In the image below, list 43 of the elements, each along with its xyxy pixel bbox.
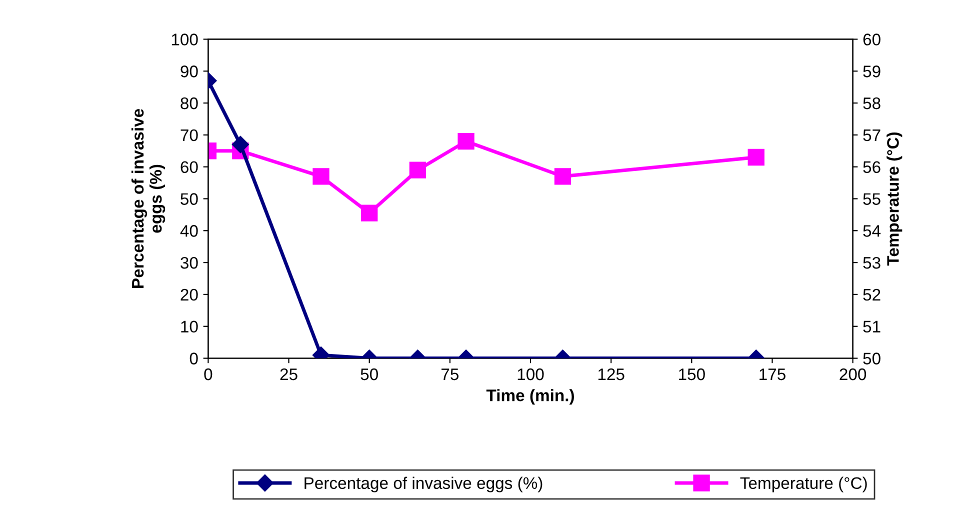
y2-tick-label: 57 <box>863 130 880 142</box>
y2-tick-label: 58 <box>863 97 880 110</box>
y-tick-label: 0 <box>190 352 198 364</box>
legend-label: Temperature (°C) <box>740 476 867 492</box>
y2-tick-label: 51 <box>863 320 880 333</box>
point <box>748 148 764 166</box>
y2-tick-label: 52 <box>863 288 880 301</box>
y-tick-label: 50 <box>180 193 198 205</box>
x-tick-label: 150 <box>679 368 705 380</box>
point <box>409 162 426 178</box>
x-axis-title: Time (min.) <box>486 389 574 405</box>
y-tick-label: 30 <box>180 256 198 269</box>
y-tick-label: 80 <box>180 97 198 110</box>
point <box>458 132 474 150</box>
y2-tick-label: 50 <box>863 352 880 364</box>
y2-tick-label: 59 <box>863 66 880 78</box>
y-tick-label: 10 <box>181 320 198 333</box>
y-tick-label: 40 <box>180 225 198 237</box>
y-tick-label: 60 <box>180 161 198 174</box>
x-tick-label: 100 <box>518 368 544 380</box>
x-tick-label: 50 <box>360 368 378 380</box>
point <box>232 136 249 154</box>
y2-tick-label: 54 <box>863 225 881 237</box>
x-tick-label: 200 <box>840 368 866 380</box>
y2-tick-label: 53 <box>863 256 880 269</box>
y-axis-title: Percentage of invasive eggs (%) <box>131 108 166 288</box>
y2-tick-label: 56 <box>863 161 880 174</box>
legend-label: Percentage of invasive eggs (%) <box>304 476 542 492</box>
point <box>554 168 572 185</box>
x-tick-label: 125 <box>598 368 624 380</box>
y2-tick-label: 55 <box>863 193 880 205</box>
y-tick-label: 70 <box>180 129 198 142</box>
x-tick-label: 175 <box>760 368 786 380</box>
point <box>361 204 378 222</box>
point <box>312 168 330 185</box>
y-tick-label: 100 <box>172 34 198 46</box>
x-tick-label: 75 <box>442 368 458 380</box>
y2-axis-title: Temperature (°C) <box>886 132 902 266</box>
x-tick-label: 25 <box>280 368 298 380</box>
y-tick-label: 90 <box>180 66 198 78</box>
y2-tick-label: 60 <box>863 34 880 46</box>
x-tick-label: 0 <box>204 368 212 380</box>
y-tick-label: 20 <box>180 288 198 301</box>
